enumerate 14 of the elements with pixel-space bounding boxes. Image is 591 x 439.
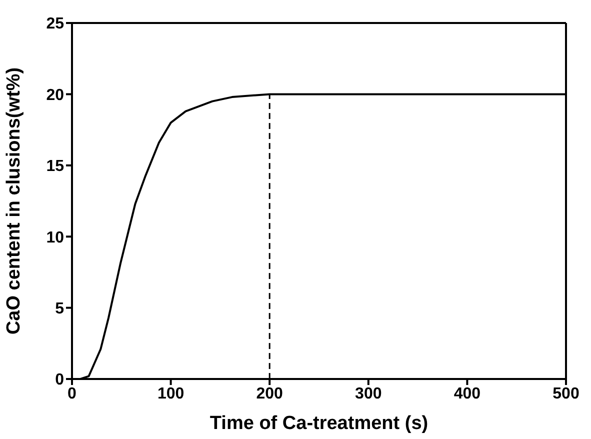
x-tick-label: 0 <box>68 385 77 402</box>
x-tick-label: 500 <box>552 385 580 402</box>
x-axis-title: Time of Ca-treatment (s) <box>210 413 428 434</box>
x-tick-label: 100 <box>157 385 184 402</box>
y-tick-label: 15 <box>46 158 64 176</box>
y-tick-label: 5 <box>55 300 64 318</box>
x-tick-label: 300 <box>355 385 382 402</box>
x-tick-label: 200 <box>256 385 284 402</box>
y-axis-title: CaO centent in clusions(wt%) <box>4 67 24 335</box>
x-tick-label: 400 <box>454 385 481 402</box>
y-tick-label: 10 <box>46 229 64 246</box>
y-tick-label: 20 <box>46 86 64 104</box>
y-tick-label: 25 <box>46 16 64 33</box>
y-tick-label: 0 <box>55 372 64 389</box>
